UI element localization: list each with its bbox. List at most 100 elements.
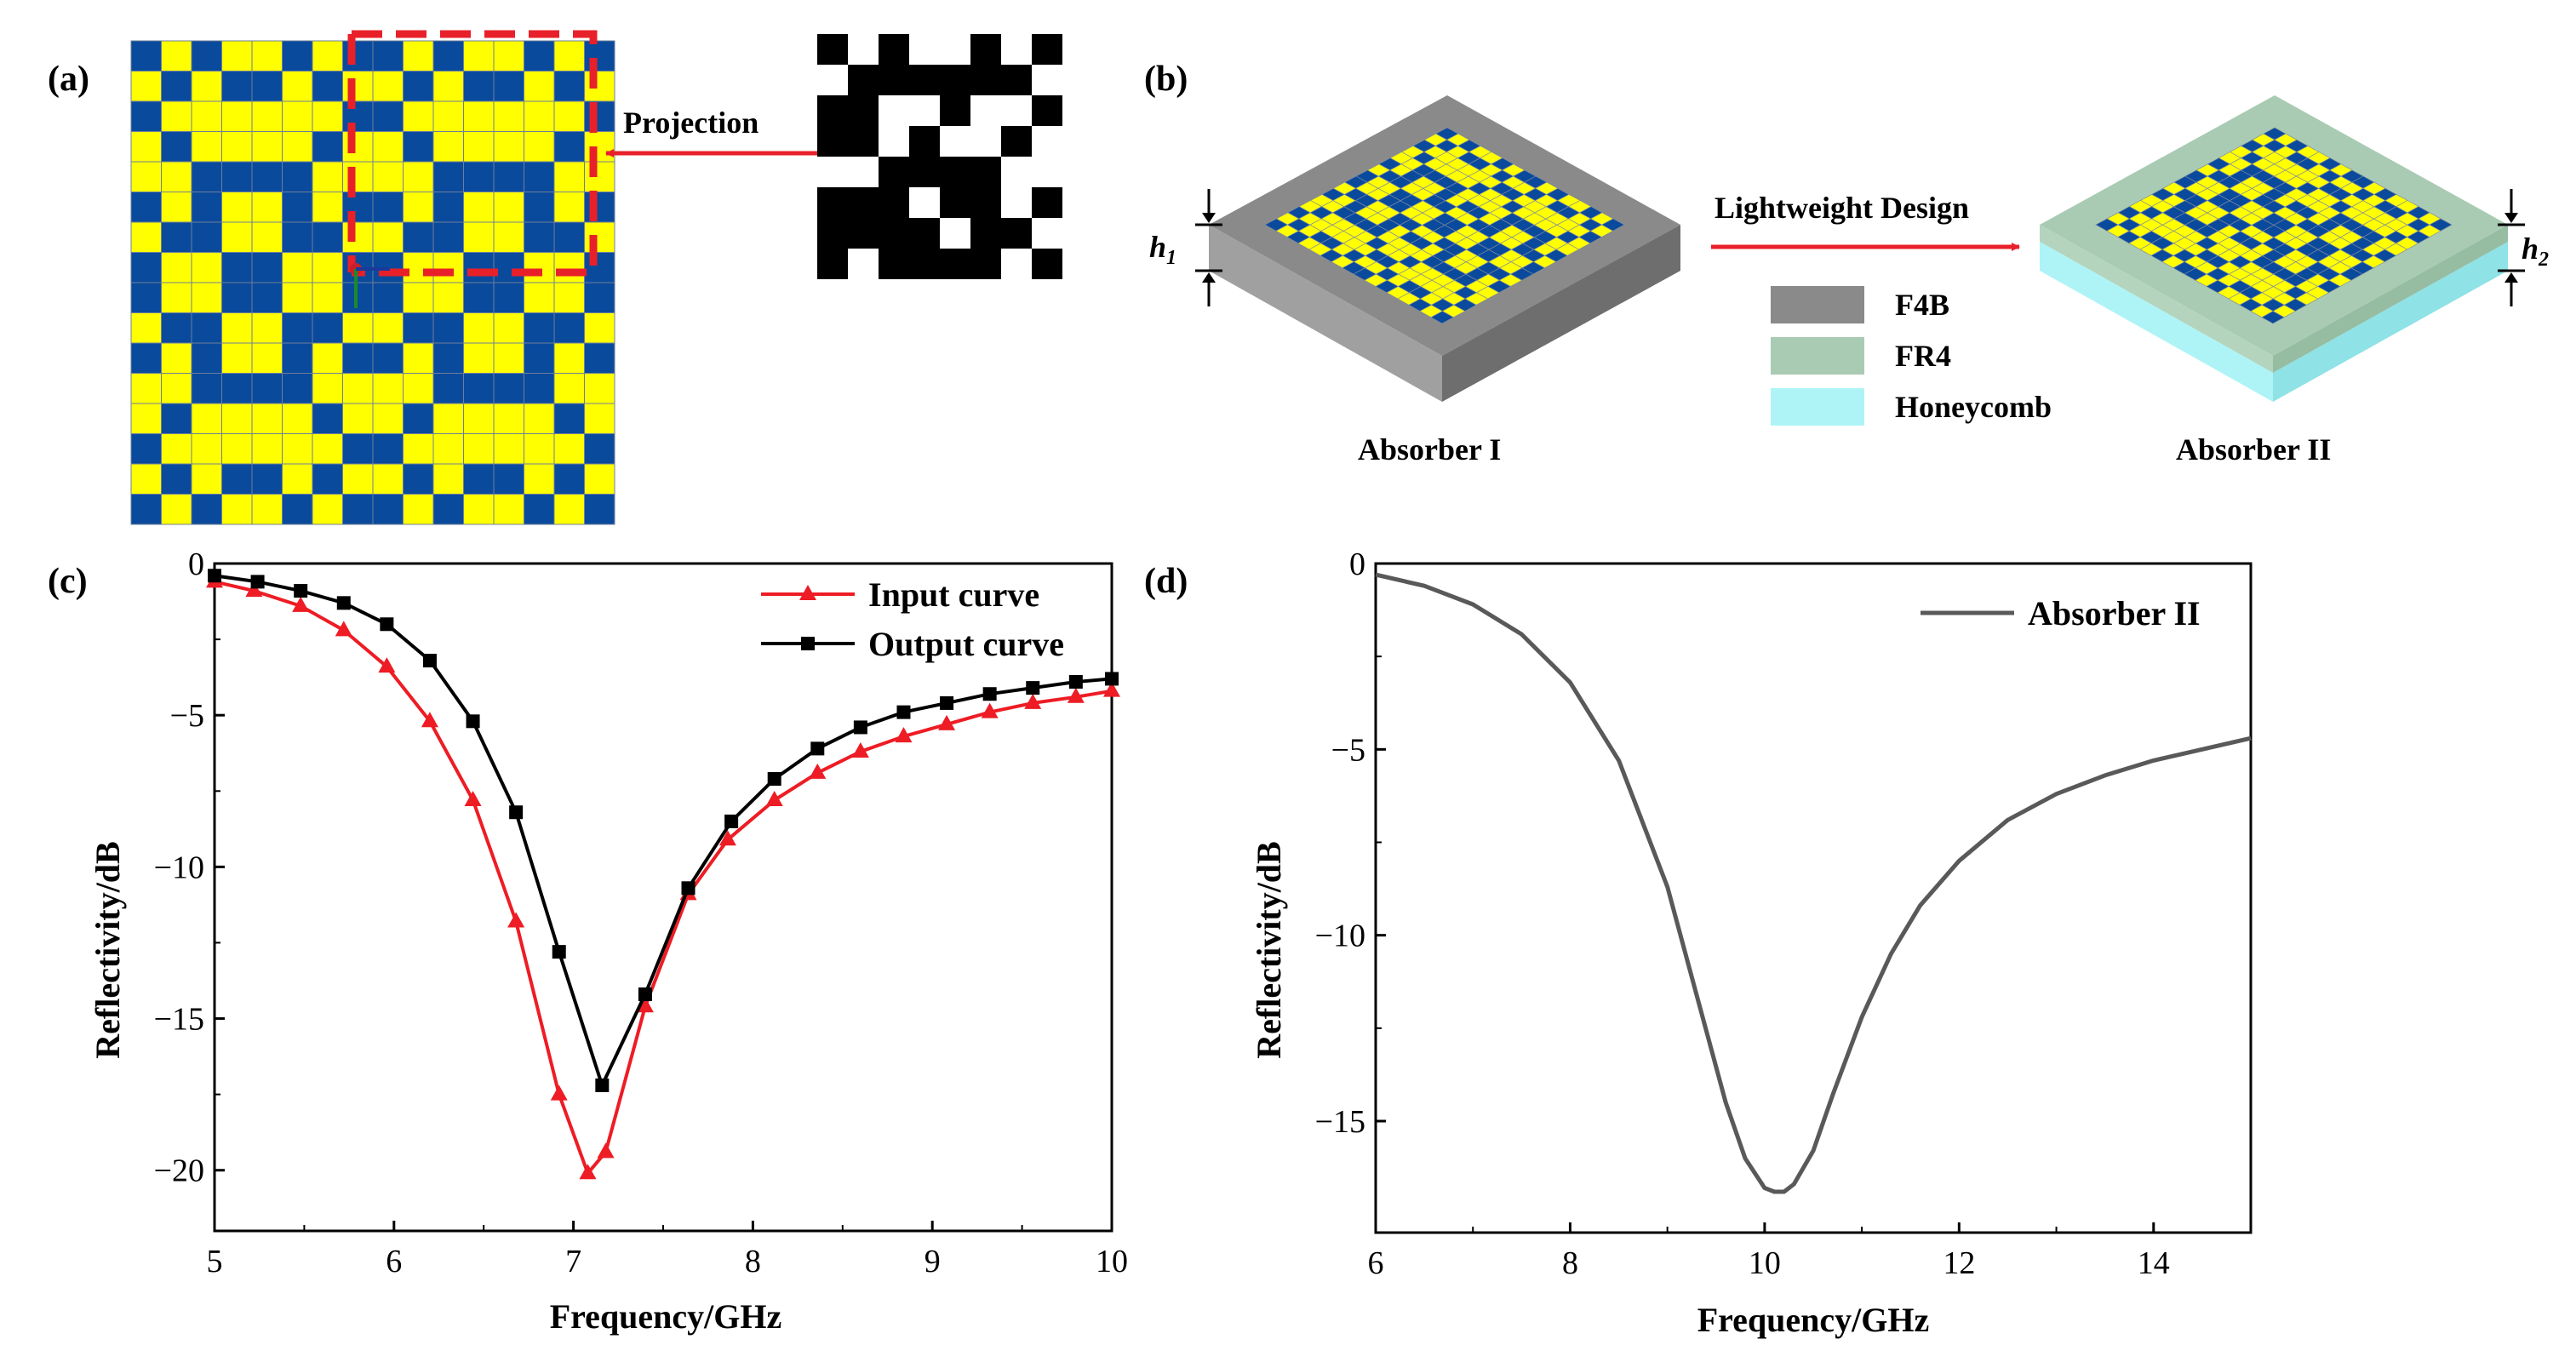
metasurface-cell bbox=[584, 221, 615, 253]
x-tick-label: 7 bbox=[565, 1244, 581, 1279]
h2-label: h2 bbox=[2522, 232, 2549, 271]
metasurface-cell bbox=[403, 342, 434, 374]
metasurface-cell bbox=[553, 100, 585, 132]
data-point-triangle bbox=[378, 657, 396, 673]
metasurface-cell bbox=[372, 342, 404, 374]
absorber-2-pattern bbox=[2095, 127, 2453, 324]
metasurface-cell bbox=[130, 40, 162, 72]
metasurface-cell bbox=[463, 252, 495, 283]
projection-label: Projection bbox=[623, 106, 758, 140]
metasurface-cell bbox=[524, 312, 555, 344]
legend-swatch-honeycomb bbox=[1771, 388, 1864, 426]
metasurface-cell bbox=[251, 131, 283, 163]
metasurface-cell bbox=[251, 221, 283, 253]
metasurface-cell bbox=[432, 342, 464, 374]
metasurface-cell bbox=[161, 463, 192, 495]
metasurface-cell bbox=[130, 342, 162, 374]
metasurface-cell bbox=[221, 221, 253, 253]
data-point-square bbox=[294, 584, 308, 598]
metasurface-cell bbox=[130, 221, 162, 253]
h2-dimension bbox=[2498, 189, 2525, 306]
metasurface-cell bbox=[403, 252, 434, 283]
data-point-square bbox=[250, 575, 265, 589]
binary-cell bbox=[909, 249, 940, 279]
metasurface-cell bbox=[191, 342, 222, 374]
binary-cell bbox=[817, 249, 848, 279]
metasurface-cell bbox=[342, 403, 374, 434]
binary-cell bbox=[848, 126, 879, 157]
metasurface-cell bbox=[312, 342, 343, 374]
metasurface-cell bbox=[524, 131, 555, 163]
y-tick-label: −15 bbox=[154, 1002, 204, 1038]
metasurface-cell bbox=[130, 252, 162, 283]
metasurface-cell bbox=[553, 403, 585, 434]
data-point-triangle bbox=[851, 741, 869, 758]
metasurface-cell bbox=[221, 312, 253, 344]
metasurface-cell bbox=[221, 192, 253, 223]
data-point-square bbox=[810, 741, 825, 756]
metasurface-cell bbox=[432, 433, 464, 465]
metasurface-cell bbox=[191, 40, 222, 72]
metasurface-cell bbox=[524, 161, 555, 192]
metasurface-cell bbox=[282, 433, 313, 465]
x-tick-label: 8 bbox=[745, 1244, 761, 1279]
metasurface-cell bbox=[312, 131, 343, 163]
metasurface-cell bbox=[282, 161, 313, 192]
binary-cell bbox=[909, 126, 940, 157]
metasurface-cell bbox=[191, 312, 222, 344]
metasurface-cell bbox=[553, 494, 585, 525]
series-line bbox=[1375, 572, 2252, 1194]
metasurface-cell bbox=[161, 282, 192, 313]
metasurface-cell bbox=[524, 342, 555, 374]
metasurface-cell bbox=[493, 100, 524, 132]
binary-cell bbox=[909, 157, 940, 187]
binary-cell bbox=[879, 157, 909, 187]
metasurface-cell bbox=[553, 40, 585, 72]
metasurface-cell bbox=[342, 463, 374, 495]
x-tick-label: 9 bbox=[924, 1244, 941, 1279]
data-point-triangle bbox=[718, 830, 736, 846]
metasurface-cell bbox=[403, 463, 434, 495]
metasurface-cell bbox=[130, 282, 162, 313]
metasurface-cell bbox=[161, 433, 192, 465]
y-tick-label: −15 bbox=[1315, 1104, 1365, 1140]
legend-label-fr4: FR4 bbox=[1895, 339, 1951, 373]
legend-swatch-f4b bbox=[1771, 286, 1864, 323]
metasurface-cell bbox=[584, 342, 615, 374]
legend-label: Absorber II bbox=[2028, 594, 2201, 632]
metasurface-cell bbox=[584, 252, 615, 283]
data-point-triangle bbox=[507, 912, 525, 928]
metasurface-cell bbox=[191, 252, 222, 283]
data-point-square bbox=[380, 617, 394, 632]
y-tick-label: −10 bbox=[1315, 918, 1365, 954]
metasurface-cell bbox=[221, 71, 253, 102]
metasurface-cell bbox=[312, 373, 343, 404]
metasurface-cell bbox=[584, 131, 615, 163]
metasurface-cell bbox=[372, 463, 404, 495]
metasurface-cell bbox=[463, 40, 495, 72]
data-point-triangle bbox=[464, 790, 482, 806]
binary-cell bbox=[970, 218, 1001, 249]
panel-c-label: (c) bbox=[48, 562, 88, 601]
metasurface-cell bbox=[251, 403, 283, 434]
metasurface-cell bbox=[282, 342, 313, 374]
metasurface-cell bbox=[553, 161, 585, 192]
metasurface-cell bbox=[524, 433, 555, 465]
metasurface-cell bbox=[584, 192, 615, 223]
metasurface-cell bbox=[221, 433, 253, 465]
metasurface-cell bbox=[251, 494, 283, 525]
metasurface-cell bbox=[372, 403, 404, 434]
metasurface-cell bbox=[161, 100, 192, 132]
legend-marker bbox=[799, 585, 816, 600]
metasurface-cell bbox=[221, 373, 253, 404]
absorber-2-label: Absorber II bbox=[2176, 432, 2331, 466]
metasurface-cell bbox=[342, 342, 374, 374]
metasurface-cell bbox=[251, 161, 283, 192]
metasurface-cell bbox=[342, 373, 374, 404]
metasurface-cell bbox=[432, 161, 464, 192]
metasurface-cell bbox=[312, 221, 343, 253]
metasurface-cell bbox=[282, 282, 313, 313]
metasurface-cell bbox=[403, 192, 434, 223]
metasurface-cell bbox=[372, 494, 404, 525]
metasurface-cell bbox=[432, 312, 464, 344]
